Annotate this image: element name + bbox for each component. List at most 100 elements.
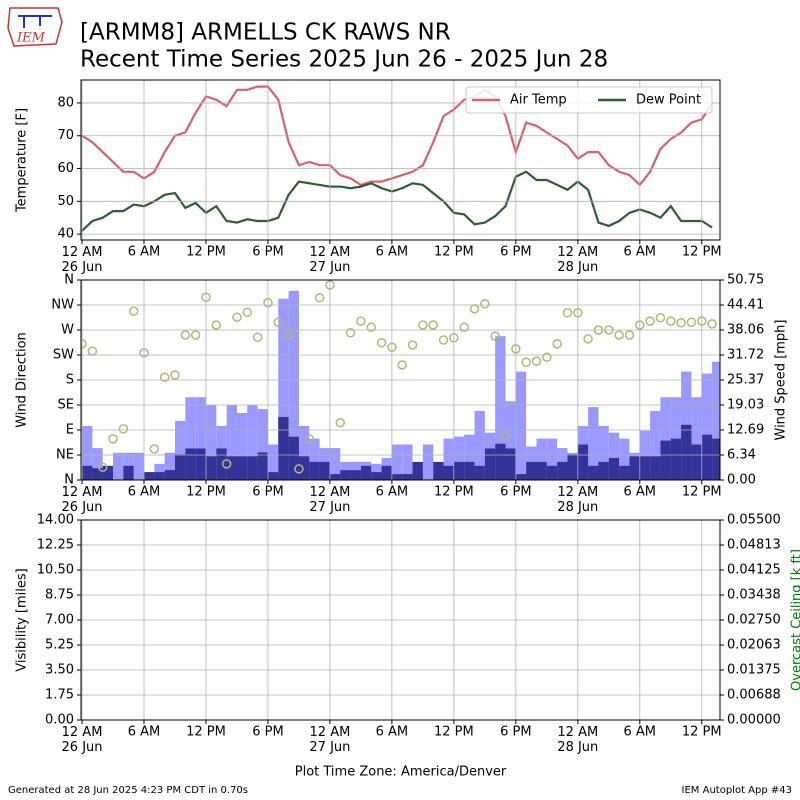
point — [500, 431, 511, 441]
y2-axis-label: Wind Speed [mph] — [774, 320, 789, 441]
point — [252, 332, 263, 342]
bar — [185, 448, 196, 480]
bar — [567, 454, 578, 480]
x-tick-label: 6 AM — [128, 485, 161, 500]
axes-frame — [80, 519, 721, 721]
point — [542, 352, 552, 362]
bar — [650, 411, 661, 480]
y-tick-label: 1.75 — [45, 688, 74, 703]
point — [686, 317, 697, 327]
bar — [402, 444, 413, 480]
bar — [650, 456, 661, 480]
point — [345, 328, 356, 338]
x-axis-label: Plot Time Zone: America/Denver — [295, 765, 507, 780]
point — [304, 434, 315, 444]
y2-tick-label: 6.34 — [727, 448, 756, 463]
point — [335, 418, 345, 428]
bar — [526, 461, 537, 480]
bar — [247, 456, 258, 480]
subtitle: Recent Time Series 2025 Jun 26 - 2025 Ju… — [80, 47, 608, 73]
x-tick-label: 12 PM — [434, 245, 474, 260]
bar — [515, 371, 527, 480]
bar — [154, 472, 165, 480]
bar — [391, 474, 403, 480]
bar — [619, 438, 630, 480]
bar — [144, 472, 155, 480]
bar — [495, 336, 506, 480]
logo-icon — [18, 15, 52, 28]
x-tick-label: 6 AM — [376, 245, 409, 260]
bar — [495, 443, 506, 480]
point — [87, 346, 98, 356]
point — [583, 334, 593, 344]
point — [552, 339, 562, 349]
legend-label: Air Temp — [510, 93, 567, 108]
bar — [608, 432, 620, 480]
bar — [309, 438, 320, 480]
x-tick-label: 6 PM — [500, 485, 531, 500]
bar — [195, 448, 206, 480]
point — [128, 306, 139, 316]
point — [149, 444, 160, 454]
x-tick-label: 12 PM — [682, 725, 722, 740]
title: [ARMM8] ARMELLS CK RAWS NR — [80, 20, 451, 46]
bar — [660, 397, 671, 480]
point — [707, 319, 717, 329]
x-tick-label: 12 AM 28 Jun — [557, 245, 598, 275]
point — [418, 320, 428, 330]
x-tick-label: 12 AM 27 Jun — [309, 725, 350, 755]
bar — [123, 465, 134, 480]
x-tick-label: 12 PM — [682, 245, 722, 260]
bar — [639, 456, 651, 480]
bar — [484, 448, 496, 480]
y2-tick-label: 0.00688 — [727, 688, 781, 703]
point — [480, 299, 490, 309]
point — [159, 372, 170, 382]
legend-label: Dew Point — [636, 93, 701, 108]
bar — [464, 461, 475, 480]
bar — [309, 461, 320, 480]
bar — [577, 444, 589, 480]
bar — [164, 452, 175, 480]
bar — [598, 426, 609, 480]
bar — [288, 290, 299, 480]
point — [397, 360, 407, 370]
point — [273, 317, 284, 327]
x-tick-label: 6 AM — [624, 245, 657, 260]
y-tick-label: 60 — [57, 161, 74, 176]
bar — [319, 461, 330, 480]
bar — [453, 436, 465, 480]
y2-tick-label: 12.69 — [727, 423, 764, 438]
bar — [298, 426, 310, 480]
point — [118, 424, 129, 434]
bar — [505, 448, 516, 480]
y2-tick-label: 44.41 — [727, 298, 764, 313]
x-tick-label: 12 AM 27 Jun — [309, 245, 350, 275]
point — [314, 293, 325, 303]
bar — [195, 397, 206, 480]
y2-tick-label: 0.05500 — [727, 513, 781, 528]
bar — [102, 465, 114, 480]
y-tick-label: 5.25 — [45, 638, 74, 653]
y2-tick-label: 50.75 — [727, 273, 764, 288]
bar — [391, 444, 403, 480]
bar — [412, 461, 423, 480]
y-axis-label: Visibility [miles] — [15, 568, 30, 671]
bar — [515, 474, 527, 480]
y-tick-label: 80 — [57, 95, 74, 110]
bar — [371, 463, 382, 480]
bar — [701, 434, 713, 480]
x-tick-label: 12 PM — [186, 725, 226, 740]
point — [438, 335, 449, 345]
footer-right: IEM Autoplot App #43 — [682, 785, 792, 796]
bar — [474, 411, 485, 480]
y-tick-label: 0.00 — [45, 713, 74, 728]
bar — [257, 452, 268, 480]
y-axis-label: Wind Direction — [15, 332, 30, 428]
bar — [371, 472, 382, 480]
bar — [164, 470, 175, 480]
bar — [546, 438, 558, 480]
bar — [185, 397, 196, 480]
y2-tick-label: 0.02750 — [727, 613, 781, 628]
